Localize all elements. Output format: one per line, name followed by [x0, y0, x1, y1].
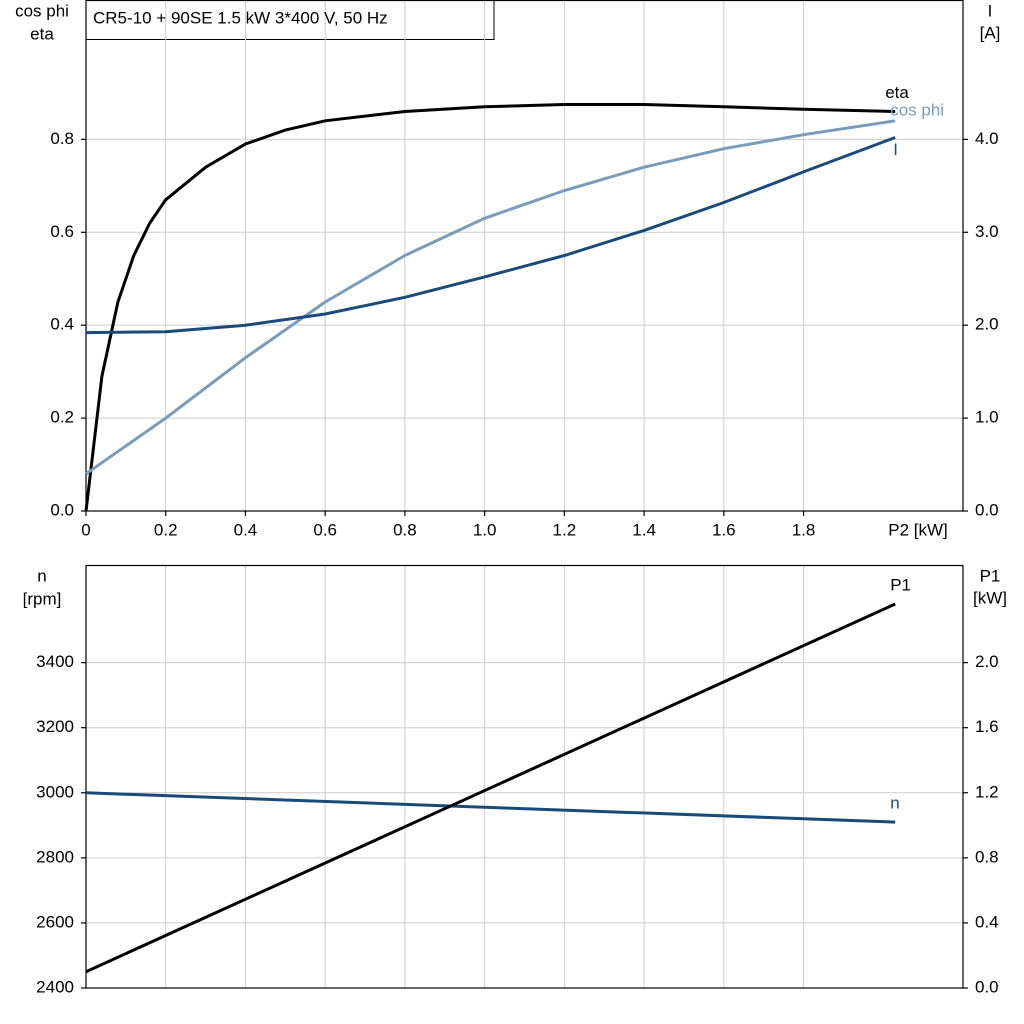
x-tick-label: 1.0 [473, 520, 497, 539]
y-axis-label: eta [30, 24, 54, 43]
x-tick-label: 1.6 [712, 520, 736, 539]
y-axis-label: cos phi [15, 1, 69, 20]
plot-frame [85, 564, 964, 989]
x-axis-label: P2 [kW] [888, 520, 948, 539]
y2-tick-label: 0.4 [975, 912, 999, 931]
x-tick-label: 1.2 [553, 520, 577, 539]
y2-tick-label: 1.0 [975, 408, 999, 427]
series-line [84, 103, 896, 512]
y2-tick-label: 2.0 [975, 652, 999, 671]
y-tick-label: 3200 [36, 717, 74, 736]
x-tick-label: 1.4 [632, 520, 656, 539]
series-line [85, 136, 896, 335]
y-tick-label: 2600 [36, 912, 74, 931]
y-tick-label: 2400 [36, 977, 74, 996]
x-tick-label: 0.4 [234, 520, 258, 539]
y-tick-label: 0.0 [50, 500, 74, 519]
y2-tick-label: 3.0 [975, 222, 999, 241]
y2-tick-label: 0.0 [975, 500, 999, 519]
y-tick-label: 3000 [36, 782, 74, 801]
y2-axis-label: [A] [980, 23, 1001, 42]
series-line [85, 602, 896, 974]
y2-axis-label: [kW] [973, 588, 1007, 607]
series-label: cos phi [890, 100, 944, 119]
y-tick-label: 2800 [36, 847, 74, 866]
y2-tick-label: 4.0 [975, 129, 999, 148]
y2-tick-label: 0.0 [975, 977, 999, 996]
series-label: I [893, 140, 898, 159]
y-tick-label: 0.8 [50, 129, 74, 148]
series-label: P1 [890, 576, 911, 595]
series-line [85, 791, 896, 824]
y2-tick-label: 0.8 [975, 847, 999, 866]
series-line [85, 119, 896, 476]
y-axis-label: n [37, 566, 46, 585]
x-tick-label: 0 [81, 520, 90, 539]
series-label: eta [885, 83, 909, 102]
x-tick-label: 0.2 [154, 520, 178, 539]
title-box [85, 0, 495, 40]
y-tick-label: 0.2 [50, 408, 74, 427]
y2-axis-label: P1 [980, 566, 1001, 585]
y2-tick-label: 1.6 [975, 717, 999, 736]
y-tick-label: 0.6 [50, 222, 74, 241]
plot-frame [85, 0, 964, 512]
y-tick-label: 0.4 [50, 315, 74, 334]
chart-title: CR5-10 + 90SE 1.5 kW 3*400 V, 50 Hz [93, 8, 388, 27]
y2-axis-label: I [988, 1, 993, 20]
y-tick-label: 3400 [36, 652, 74, 671]
y2-tick-label: 1.2 [975, 782, 999, 801]
y-axis-label: [rpm] [23, 589, 62, 608]
x-tick-label: 0.8 [393, 520, 417, 539]
y2-tick-label: 2.0 [975, 315, 999, 334]
series-label: n [890, 794, 899, 813]
x-tick-label: 0.6 [313, 520, 337, 539]
x-tick-label: 1.8 [792, 520, 816, 539]
